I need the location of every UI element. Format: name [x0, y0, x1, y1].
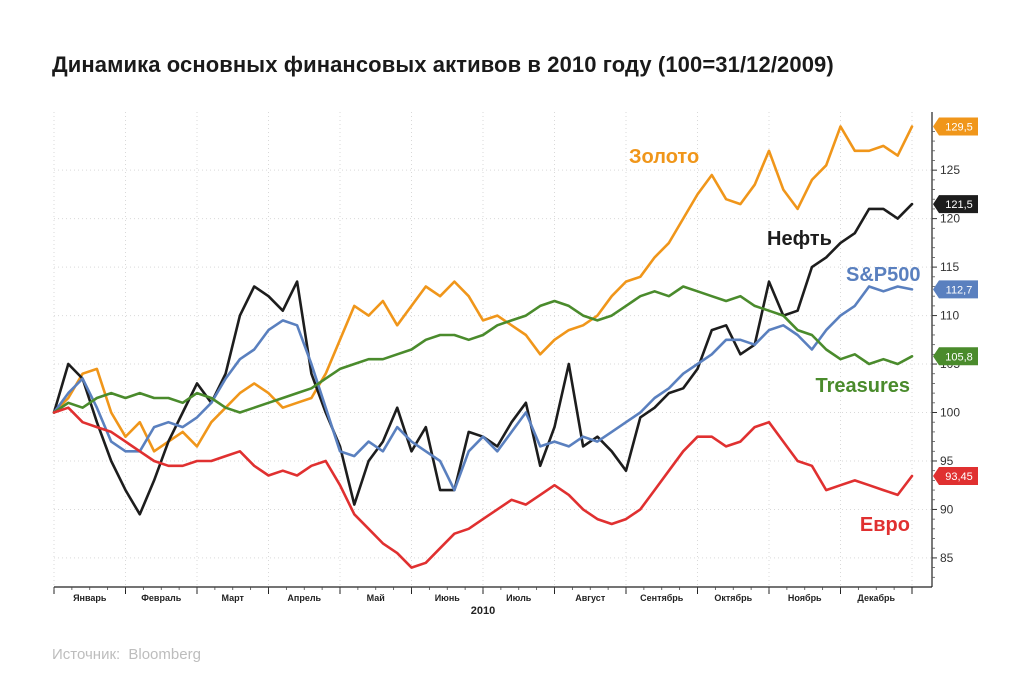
- y-tick-label: 125: [940, 163, 960, 177]
- end-value-tag-bg: [933, 347, 978, 366]
- end-value-tag-label: 121,5: [945, 199, 973, 211]
- end-value-tags: 129,5 121,5 112,7 105,8 93,45: [933, 117, 978, 486]
- x-tick-label: Август: [575, 593, 606, 603]
- end-value-tag-bg: [933, 280, 978, 299]
- x-axis-ticks: Январь Февраль Март Апрель Май Июнь Июль Август…: [53, 587, 913, 603]
- series-label: S&P500: [846, 264, 921, 286]
- end-value-tag: 129,5: [933, 117, 978, 136]
- end-value-tag-bg: [933, 195, 978, 214]
- y-tick-label: 95: [940, 454, 954, 468]
- end-value-tag-label: 93,45: [945, 471, 973, 483]
- y-tick-label: 85: [940, 551, 954, 565]
- x-tick-label: Март: [222, 593, 245, 603]
- x-tick-label: Январь: [73, 593, 107, 603]
- axes: [54, 112, 933, 588]
- x-tick-label: Декабрь: [857, 593, 895, 603]
- series-lines: [52, 125, 914, 569]
- y-tick-label: 115: [940, 260, 959, 274]
- end-value-tag: 93,45: [933, 467, 978, 486]
- x-tick-label: Июнь: [435, 593, 461, 603]
- y-tick-label: 100: [940, 406, 960, 420]
- end-value-tag-label: 105,8: [945, 351, 973, 363]
- x-axis-label: 2010: [471, 605, 495, 617]
- end-value-tag: 105,8: [933, 347, 978, 366]
- end-value-tag-label: 129,5: [945, 122, 973, 134]
- grid: [53, 112, 932, 587]
- x-tick-label: Май: [367, 593, 385, 603]
- end-value-tag-bg: [933, 467, 978, 486]
- series-line: [52, 125, 914, 453]
- source-value: Bloomberg: [128, 646, 201, 663]
- series-label: Нефть: [767, 228, 832, 250]
- series-line: [52, 285, 914, 492]
- y-tick-label: 90: [940, 502, 954, 516]
- end-value-tag: 112,7: [933, 280, 978, 299]
- series-labels: Золото Нефть S&P500 Treasures Евро: [629, 146, 921, 536]
- end-value-tag-bg: [933, 117, 978, 136]
- series-label: Treasures: [815, 375, 910, 397]
- x-tick-label: Ноябрь: [788, 593, 822, 603]
- x-tick-label: Февраль: [141, 593, 181, 603]
- series-label: Золото: [629, 146, 699, 168]
- x-tick-label: Апрель: [287, 593, 321, 603]
- series-line: [52, 285, 914, 414]
- x-tick-label: Июль: [506, 593, 532, 603]
- x-tick-label: Сентябрь: [640, 593, 684, 603]
- series-label: Евро: [860, 514, 910, 536]
- y-tick-label: 110: [940, 309, 959, 323]
- end-value-tag-label: 112,7: [946, 284, 973, 296]
- chart-title: Динамика основных финансовых активов в 2…: [52, 52, 834, 77]
- y-tick-label: 120: [940, 212, 960, 226]
- x-tick-label: Октябрь: [714, 593, 752, 603]
- source-label: Источник:: [52, 646, 121, 663]
- end-value-tag: 121,5: [933, 195, 978, 214]
- series-line: [52, 202, 914, 516]
- series-line: [52, 406, 914, 569]
- source-note: Источник: Bloomberg: [52, 646, 205, 663]
